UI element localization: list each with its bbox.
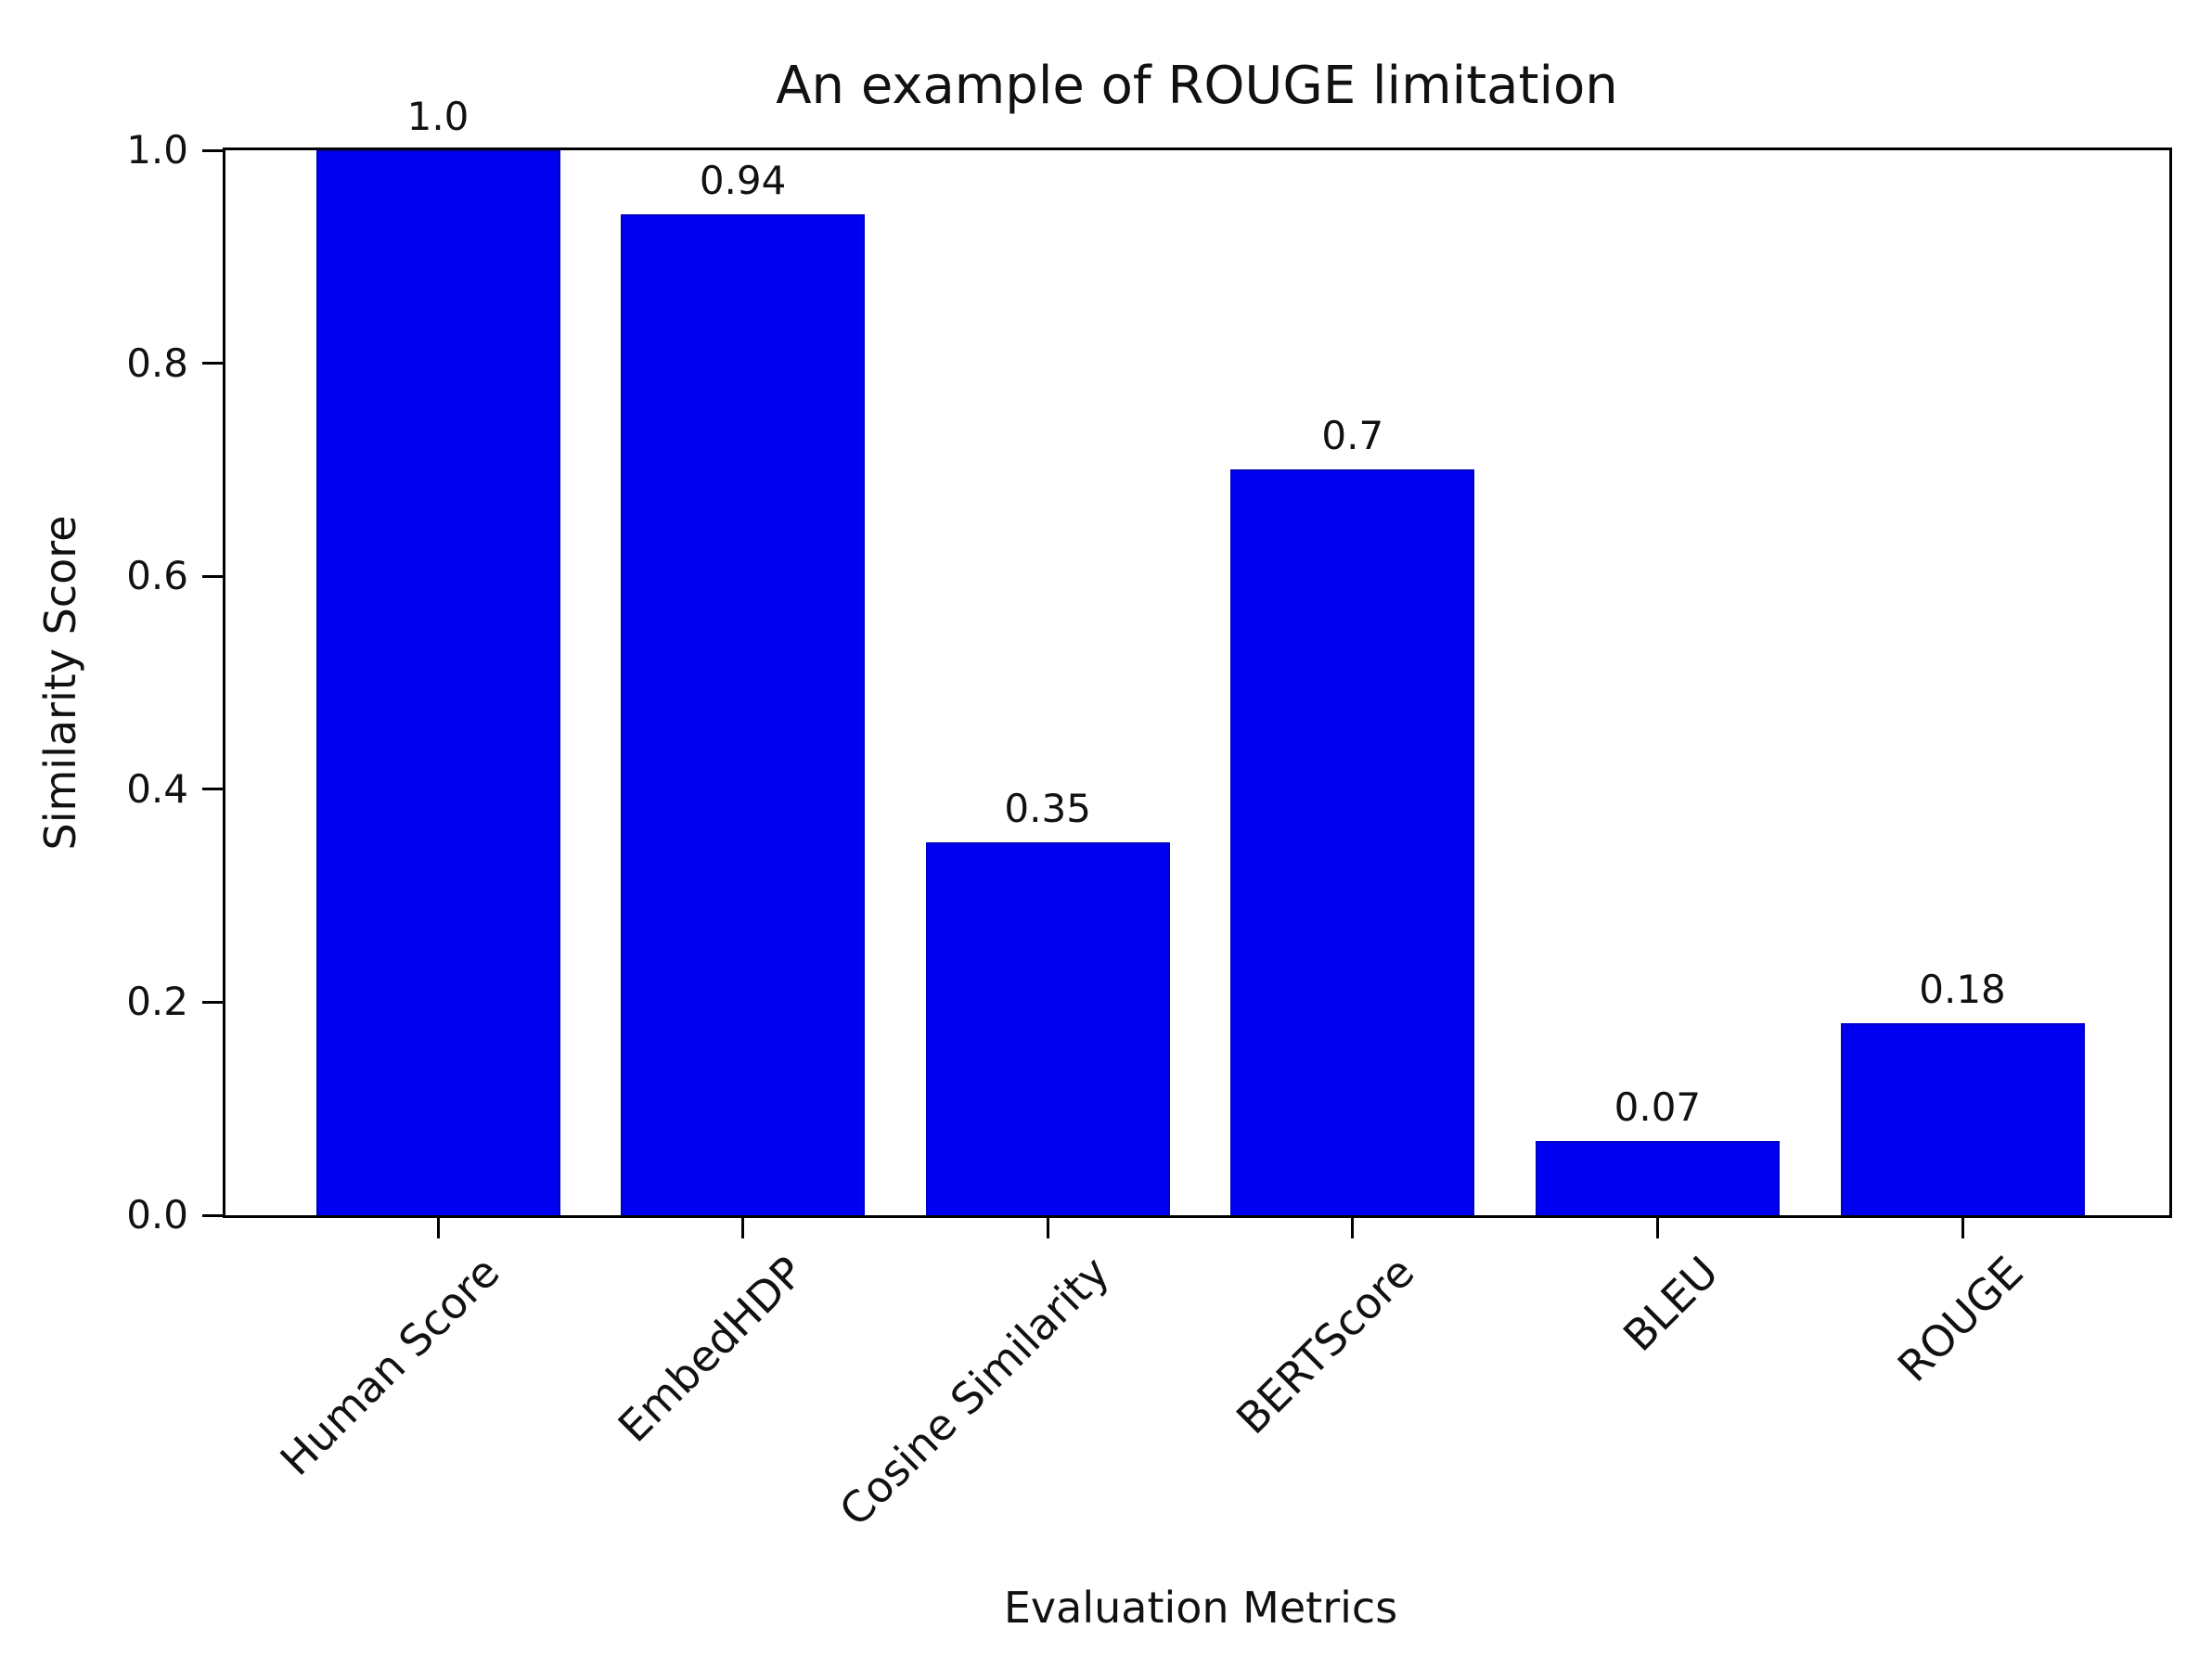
bar (1535, 1140, 1780, 1215)
y-tick (202, 788, 223, 791)
y-tick-label: 0.8 (126, 340, 188, 386)
y-tick (202, 362, 223, 365)
x-tick (1351, 1218, 1355, 1238)
y-tick-label: 0.2 (126, 979, 188, 1025)
x-tick (1655, 1218, 1659, 1238)
x-tick-label: Cosine Similarity (829, 1247, 1119, 1536)
y-tick-label: 0.6 (126, 553, 188, 599)
chart-title: An example of ROUGE limitation (776, 56, 1618, 116)
x-tick-label: Human Score (270, 1247, 509, 1485)
x-tick (1961, 1218, 1964, 1238)
y-tick (202, 1000, 223, 1004)
bar-value-label: 0.7 (1321, 413, 1384, 459)
y-tick-label: 0.4 (126, 765, 188, 812)
bar (621, 213, 866, 1215)
x-tick (436, 1218, 440, 1238)
bar-value-label: 0.94 (699, 157, 787, 203)
x-tick (1046, 1218, 1049, 1238)
bar-value-label: 0.07 (1614, 1084, 1702, 1130)
x-tick (741, 1218, 745, 1238)
plot-area: 1.0 0.94 0.35 0.7 0.07 0.18 (223, 95, 2172, 1218)
bar (925, 842, 1170, 1215)
x-axis-label: Evaluation Metrics (1003, 1583, 1398, 1633)
bar (1230, 469, 1475, 1215)
bar-value-label: 1.0 (406, 94, 469, 139)
bar (1840, 1023, 2085, 1215)
y-tick (202, 574, 223, 578)
y-tick-label: 1.0 (126, 127, 188, 173)
x-tick-label: BERTScore (1226, 1247, 1423, 1444)
x-tick-label: ROUGE (1888, 1247, 2034, 1391)
bar-value-label: 0.35 (1004, 786, 1091, 832)
bar (315, 150, 560, 1215)
y-tick (202, 148, 223, 152)
x-tick-label: EmbedHDP (608, 1247, 814, 1452)
bar-value-label: 0.18 (1919, 967, 2006, 1013)
y-tick (202, 1213, 223, 1217)
x-tick-label: BLEU (1614, 1247, 1729, 1361)
y-tick-label: 0.0 (126, 1192, 188, 1237)
